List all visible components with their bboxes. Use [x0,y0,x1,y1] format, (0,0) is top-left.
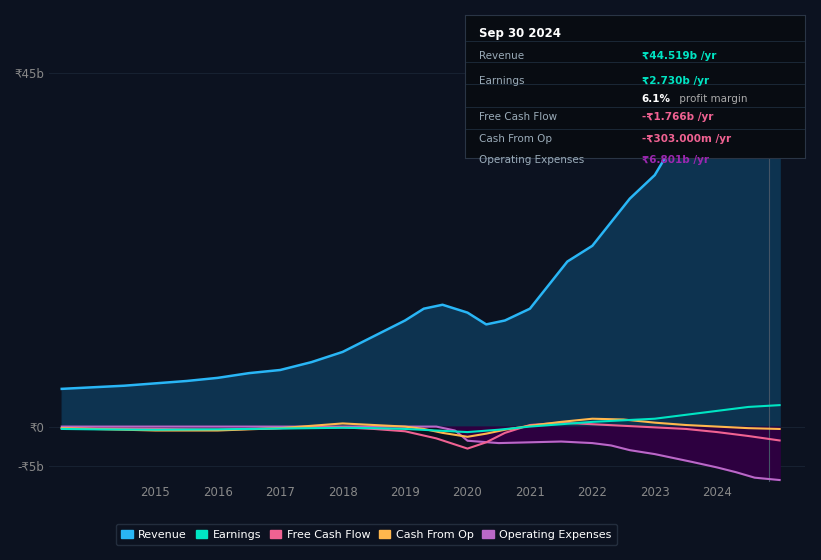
Text: Sep 30 2024: Sep 30 2024 [479,27,561,40]
Text: ₹44.519b /yr: ₹44.519b /yr [642,52,716,62]
Legend: Revenue, Earnings, Free Cash Flow, Cash From Op, Operating Expenses: Revenue, Earnings, Free Cash Flow, Cash … [116,524,617,545]
Text: Earnings: Earnings [479,76,524,86]
Text: 6.1%: 6.1% [642,94,671,104]
Text: Cash From Op: Cash From Op [479,134,552,144]
Text: Operating Expenses: Operating Expenses [479,155,584,165]
Text: ₹6.801b /yr: ₹6.801b /yr [642,155,709,165]
Text: profit margin: profit margin [676,94,747,104]
Text: -₹1.766b /yr: -₹1.766b /yr [642,111,713,122]
Text: Free Cash Flow: Free Cash Flow [479,111,557,122]
Text: ₹2.730b /yr: ₹2.730b /yr [642,76,709,86]
Text: -₹303.000m /yr: -₹303.000m /yr [642,134,731,144]
Text: Revenue: Revenue [479,52,524,62]
